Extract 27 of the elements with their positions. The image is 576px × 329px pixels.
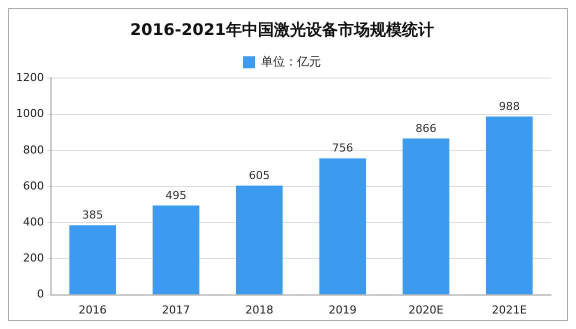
- x-tick-label: 2019: [328, 303, 357, 316]
- y-tick-label: 400: [22, 215, 44, 228]
- y-tick-label: 0: [36, 288, 44, 301]
- legend-label: 单位：亿元: [261, 54, 321, 68]
- data-label: 385: [82, 208, 104, 222]
- chart-title: 2016-2021年中国激光设备市场规模统计: [130, 20, 434, 39]
- y-tick-label: 1000: [16, 107, 44, 120]
- x-tick-label: 2017: [162, 303, 190, 316]
- x-tick-label: 2021E: [492, 303, 527, 316]
- y-tick-label: 600: [22, 179, 44, 192]
- bar: [319, 158, 366, 294]
- y-tick-label: 1200: [16, 71, 44, 84]
- data-label: 988: [498, 100, 520, 113]
- data-label: 866: [416, 122, 436, 135]
- y-tick-label: 800: [22, 143, 44, 156]
- bar: [152, 205, 200, 294]
- x-tick-label: 2020E: [408, 303, 444, 316]
- data-label: 495: [165, 188, 186, 202]
- x-tick-label: 2018: [245, 303, 274, 316]
- data-label: 605: [248, 168, 270, 182]
- bar: [69, 225, 116, 294]
- bar: [402, 138, 450, 294]
- x-tick-label: 2016: [78, 303, 107, 316]
- y-tick-label: 200: [22, 252, 44, 265]
- data-label: 756: [332, 142, 354, 155]
- bar: [236, 186, 283, 294]
- bar: [486, 116, 533, 294]
